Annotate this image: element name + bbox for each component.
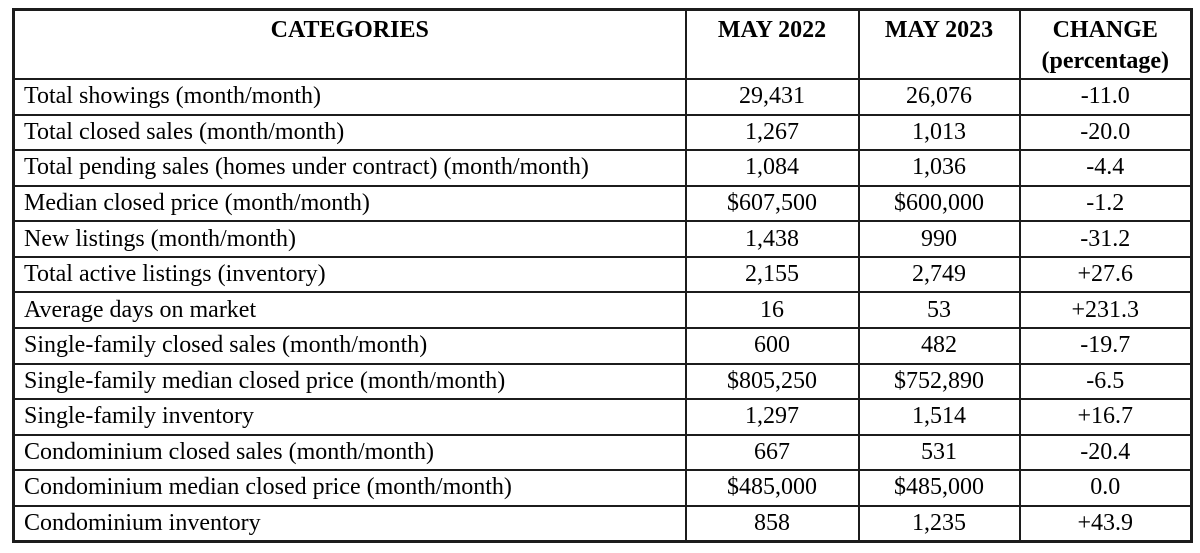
may-2022-cell: 1,084 [684, 149, 860, 187]
may-2023-cell: $752,890 [857, 362, 1021, 401]
change-cell: -19.7 [1018, 326, 1193, 365]
may-2023-cell: 26,076 [857, 78, 1021, 116]
category-cell: Total pending sales (homes under contrac… [12, 149, 687, 187]
table-row: Median closed price (month/month) $607,5… [12, 184, 1193, 223]
may-2022-cell: 16 [684, 291, 860, 329]
table-row: Single-family inventory 1,297 1,514 +16.… [12, 398, 1193, 436]
change-cell: +231.3 [1018, 291, 1193, 329]
may-2023-cell: $600,000 [857, 184, 1021, 223]
category-cell: Total active listings (inventory) [12, 255, 687, 294]
may-2022-cell: 600 [684, 326, 860, 365]
change-cell: +27.6 [1018, 255, 1193, 294]
category-cell: Condominium closed sales (month/month) [12, 433, 687, 472]
column-header-may-2023: MAY 2023 [857, 8, 1021, 80]
change-cell: -31.2 [1018, 220, 1193, 258]
may-2023-cell: $485,000 [857, 469, 1021, 507]
table-row: Average days on market 16 53 +231.3 [12, 291, 1193, 329]
change-cell: -6.5 [1018, 362, 1193, 401]
may-2023-cell: 531 [857, 433, 1021, 472]
may-2022-cell: 2,155 [684, 255, 860, 294]
may-2022-cell: $805,250 [684, 362, 860, 401]
category-cell: Single-family median closed price (month… [12, 362, 687, 401]
may-2023-cell: 2,749 [857, 255, 1021, 294]
category-cell: Total closed sales (month/month) [12, 113, 687, 152]
table-row: Total closed sales (month/month) 1,267 1… [12, 113, 1193, 152]
may-2023-cell: 1,514 [857, 398, 1021, 436]
may-2022-cell: 29,431 [684, 78, 860, 116]
may-2023-cell: 1,235 [857, 504, 1021, 543]
may-2022-cell: 1,438 [684, 220, 860, 258]
change-cell: +43.9 [1018, 504, 1193, 543]
table-row: Single-family closed sales (month/month)… [12, 326, 1193, 365]
table-row: Condominium median closed price (month/m… [12, 469, 1193, 507]
change-cell: -1.2 [1018, 184, 1193, 223]
table-row: Condominium inventory 858 1,235 +43.9 [12, 504, 1193, 543]
category-cell: Single-family inventory [12, 398, 687, 436]
category-cell: Median closed price (month/month) [12, 184, 687, 223]
category-cell: Condominium inventory [12, 504, 687, 543]
market-stats-table: CATEGORIES MAY 2022 MAY 2023 CHANGE (perc… [12, 8, 1193, 543]
table-row: New listings (month/month) 1,438 990 -31… [12, 220, 1193, 258]
column-header-change-label: CHANGE [1052, 17, 1158, 43]
may-2022-cell: 1,297 [684, 398, 860, 436]
change-cell: -20.0 [1018, 113, 1193, 152]
change-cell: +16.7 [1018, 398, 1193, 436]
table-header: CATEGORIES MAY 2022 MAY 2023 CHANGE (perc… [12, 8, 1193, 80]
category-cell: Average days on market [12, 291, 687, 329]
table-row: Condominium closed sales (month/month) 6… [12, 433, 1193, 472]
change-cell: -4.4 [1018, 149, 1193, 187]
may-2023-cell: 1,013 [857, 113, 1021, 152]
column-header-categories: CATEGORIES [12, 8, 687, 80]
may-2022-cell: 1,267 [684, 113, 860, 152]
table-row: Total showings (month/month) 29,431 26,0… [12, 78, 1193, 116]
may-2022-cell: $485,000 [684, 469, 860, 507]
may-2022-cell: 858 [684, 504, 860, 543]
change-cell: 0.0 [1018, 469, 1193, 507]
category-cell: New listings (month/month) [12, 220, 687, 258]
header-row: CATEGORIES MAY 2022 MAY 2023 CHANGE (perc… [12, 8, 1193, 80]
table-row: Total active listings (inventory) 2,155 … [12, 255, 1193, 294]
column-header-may-2022: MAY 2022 [684, 8, 860, 80]
table-row: Single-family median closed price (month… [12, 362, 1193, 401]
may-2022-cell: $607,500 [684, 184, 860, 223]
table-row: Total pending sales (homes under contrac… [12, 149, 1193, 187]
column-header-change-sublabel: (percentage) [1041, 48, 1170, 74]
category-cell: Single-family closed sales (month/month) [12, 326, 687, 365]
may-2023-cell: 990 [857, 220, 1021, 258]
may-2023-cell: 482 [857, 326, 1021, 365]
may-2023-cell: 1,036 [857, 149, 1021, 187]
column-header-change: CHANGE (percentage) [1018, 8, 1193, 80]
category-cell: Total showings (month/month) [12, 78, 687, 116]
category-cell: Condominium median closed price (month/m… [12, 469, 687, 507]
change-cell: -20.4 [1018, 433, 1193, 472]
may-2023-cell: 53 [857, 291, 1021, 329]
table-body: Total showings (month/month) 29,431 26,0… [12, 78, 1193, 543]
may-2022-cell: 667 [684, 433, 860, 472]
change-cell: -11.0 [1018, 78, 1193, 116]
